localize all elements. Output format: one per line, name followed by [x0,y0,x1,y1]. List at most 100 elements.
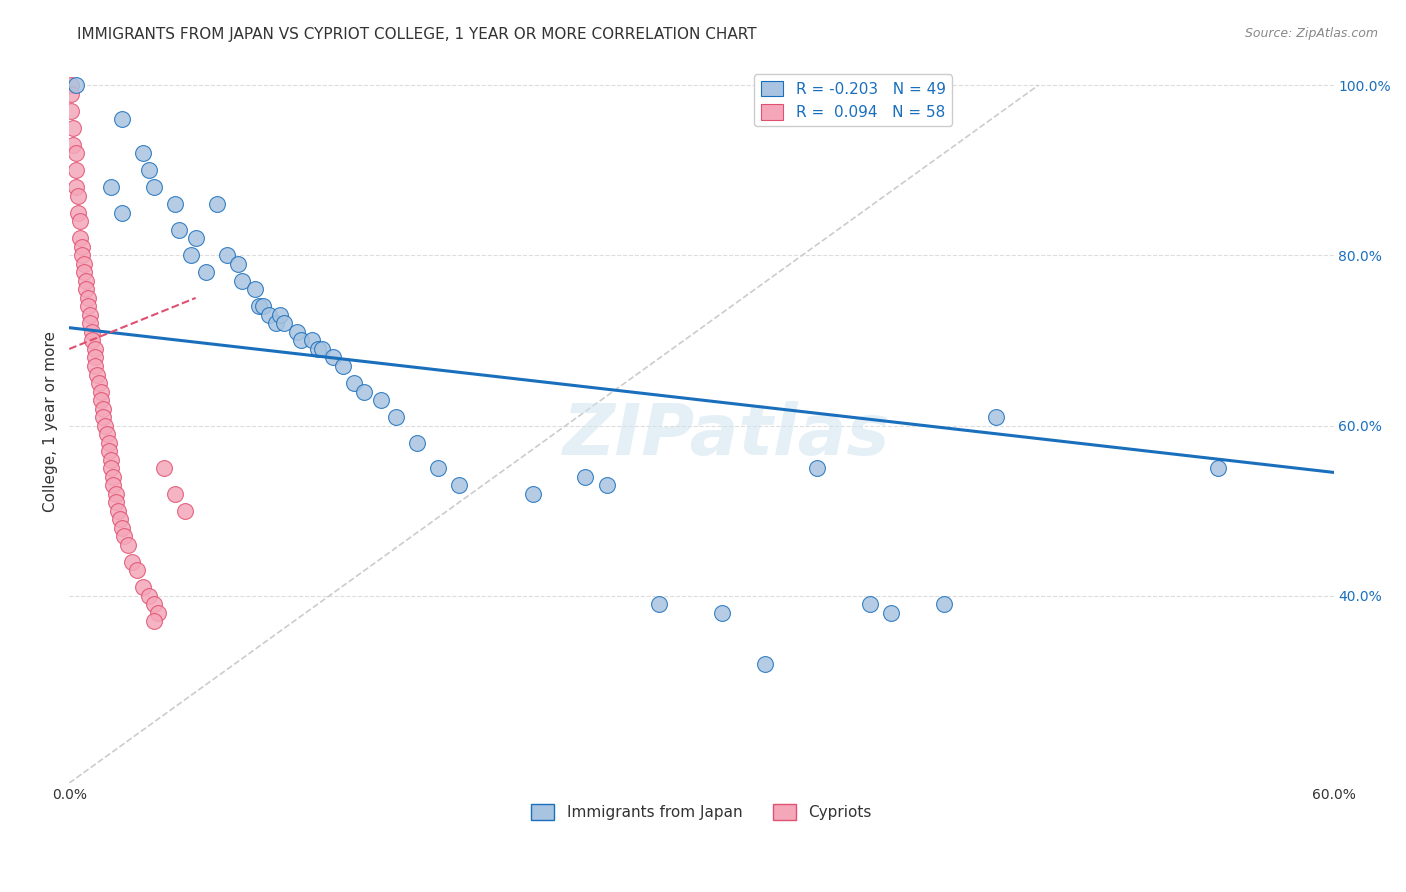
Point [343,376,366,390]
Point [406,435,429,450]
Point [90,384,112,399]
Point [100,180,122,194]
Legend: Immigrants from Japan, Cypriots: Immigrants from Japan, Cypriots [526,797,877,826]
Point [142,180,165,194]
Point [104,495,127,509]
Point [107,504,129,518]
Point [60,78,83,92]
Point [142,615,165,629]
Point [1206,461,1229,475]
Point [83,342,105,356]
Point [153,461,176,475]
Point [138,589,160,603]
Point [103,469,125,483]
Point [754,657,776,671]
Point [146,606,169,620]
Point [111,521,134,535]
Point [90,392,112,407]
Point [167,223,190,237]
Point [91,401,114,416]
Point [79,317,101,331]
Point [217,248,239,262]
Point [180,248,202,262]
Point [370,392,392,407]
Point [98,435,121,450]
Point [273,317,295,331]
Point [79,308,101,322]
Point [82,334,104,348]
Point [307,342,329,356]
Point [62,120,84,135]
Point [132,580,155,594]
Point [125,563,148,577]
Point [205,197,228,211]
Point [711,606,734,620]
Point [648,597,671,611]
Point [595,478,617,492]
Point [142,597,165,611]
Point [932,597,955,611]
Point [60,87,83,101]
Point [311,342,333,356]
Point [65,78,87,92]
Point [427,461,450,475]
Point [83,359,105,373]
Point [69,214,91,228]
Point [269,308,291,322]
Point [117,538,139,552]
Point [986,410,1008,425]
Point [322,351,344,365]
Point [880,606,903,620]
Point [163,486,186,500]
Point [290,334,312,348]
Point [65,163,87,178]
Point [163,197,186,211]
Point [447,478,470,492]
Point [86,368,108,382]
Point [121,555,143,569]
Point [66,206,89,220]
Point [60,103,83,118]
Point [132,146,155,161]
Point [73,265,96,279]
Point [91,410,114,425]
Point [184,231,207,245]
Point [100,461,122,475]
Point [70,240,93,254]
Point [70,248,93,262]
Point [259,308,281,322]
Point [226,257,249,271]
Point [98,444,121,458]
Text: ZIPatlas: ZIPatlas [562,401,890,470]
Point [104,486,127,500]
Point [83,351,105,365]
Point [264,317,287,331]
Text: IMMIGRANTS FROM JAPAN VS CYPRIOT COLLEGE, 1 YEAR OR MORE CORRELATION CHART: IMMIGRANTS FROM JAPAN VS CYPRIOT COLLEGE… [77,27,756,42]
Point [96,427,118,442]
Point [69,231,91,245]
Point [806,461,828,475]
Point [108,512,131,526]
Point [66,188,89,202]
Point [65,180,87,194]
Y-axis label: College, 1 year or more: College, 1 year or more [44,331,58,512]
Point [231,274,253,288]
Point [243,282,266,296]
Point [94,418,117,433]
Point [138,163,160,178]
Point [522,486,544,500]
Point [353,384,375,399]
Point [77,300,100,314]
Point [195,265,218,279]
Point [75,282,97,296]
Point [112,529,135,543]
Point [82,325,104,339]
Point [65,146,87,161]
Point [332,359,354,373]
Point [75,274,97,288]
Point [859,597,882,611]
Point [247,300,270,314]
Point [301,334,323,348]
Point [77,291,100,305]
Point [111,206,134,220]
